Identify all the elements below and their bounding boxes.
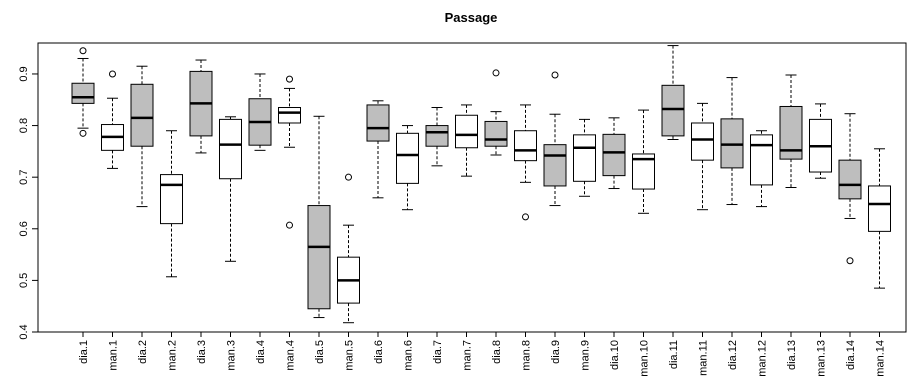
- box-dia.8: [484, 120, 508, 147]
- x-tick-label: man.14: [875, 340, 887, 376]
- chart-title: Passage: [445, 10, 498, 25]
- outlier-point: [109, 70, 116, 78]
- x-tick-label: dia.6: [373, 340, 385, 364]
- outlier-point: [522, 213, 529, 221]
- y-tick-label: 0.7: [18, 170, 30, 185]
- x-tick-label: dia.9: [550, 340, 562, 364]
- box-dia.9: [543, 144, 567, 187]
- box-dia.7: [425, 125, 449, 147]
- outlier-point: [551, 71, 559, 79]
- x-tick-label: man.4: [285, 340, 297, 371]
- x-tick-label: man.3: [226, 340, 238, 371]
- box-dia.6: [366, 104, 390, 142]
- x-tick-label: dia.12: [727, 340, 739, 370]
- x-tick-label: man.10: [639, 340, 651, 376]
- outlier-point: [286, 221, 293, 229]
- outlier-point: [492, 69, 500, 77]
- box-dia.5: [307, 205, 331, 310]
- y-tick-label: 0.6: [18, 221, 30, 236]
- box-man.2: [160, 174, 183, 225]
- x-tick-label: dia.7: [432, 340, 444, 364]
- outlier-point: [286, 75, 293, 83]
- x-tick-label: man.7: [462, 340, 474, 371]
- box-dia.11: [661, 84, 685, 137]
- x-tick-label: man.9: [580, 340, 592, 371]
- box-man.10: [632, 153, 655, 190]
- x-tick-label: man.11: [698, 340, 710, 376]
- box-man.8: [514, 130, 537, 162]
- box-man.11: [691, 122, 714, 161]
- x-tick-label: man.6: [403, 340, 415, 371]
- box-man.7: [455, 114, 478, 149]
- y-tick-label: 0.9: [18, 66, 30, 81]
- box-dia.10: [602, 133, 626, 177]
- y-tick-label: 0.5: [18, 273, 30, 288]
- plot-area: 0.4 0.5 0.6 0.7 0.8 0.9 dia.1 man.1 dia.2 man.2 di…: [18, 42, 907, 376]
- box-dia.12: [720, 118, 744, 169]
- plot-frame: [37, 42, 907, 333]
- outlier-point: [79, 47, 87, 55]
- y-tick-label: 0.4: [18, 324, 30, 339]
- x-tick-label: dia.4: [255, 340, 267, 364]
- outlier-point: [846, 257, 854, 265]
- x-tick-label: dia.11: [668, 340, 680, 369]
- box-dia.2: [130, 83, 154, 147]
- box-man.12: [750, 134, 773, 186]
- box-dia.14: [838, 159, 862, 200]
- x-tick-label: man.8: [521, 340, 533, 371]
- x-tick-label: dia.5: [314, 340, 326, 364]
- box-man.9: [573, 134, 596, 182]
- x-tick-label: man.13: [816, 340, 828, 376]
- x-tick-label: dia.1: [78, 340, 90, 364]
- box-man.6: [396, 132, 419, 184]
- x-tick-label: man.5: [344, 340, 356, 371]
- box-dia.13: [779, 105, 803, 160]
- x-tick-label: man.2: [167, 340, 179, 371]
- box-man.4: [278, 107, 301, 124]
- x-tick-label: dia.2: [137, 340, 149, 364]
- box-dia.1: [71, 82, 95, 104]
- box-man.3: [219, 118, 242, 180]
- y-tick-label: 0.8: [18, 118, 30, 133]
- x-tick-label: man.12: [757, 340, 769, 376]
- x-tick-label: dia.8: [491, 340, 503, 364]
- x-tick-label: man.1: [108, 340, 120, 371]
- x-tick-label: dia.3: [196, 340, 208, 364]
- box-man.14: [868, 185, 891, 232]
- x-tick-label: dia.14: [845, 340, 857, 370]
- x-tick-label: dia.13: [786, 340, 798, 370]
- outlier-point: [79, 129, 87, 137]
- x-tick-label: dia.10: [609, 340, 621, 370]
- outlier-point: [345, 173, 352, 181]
